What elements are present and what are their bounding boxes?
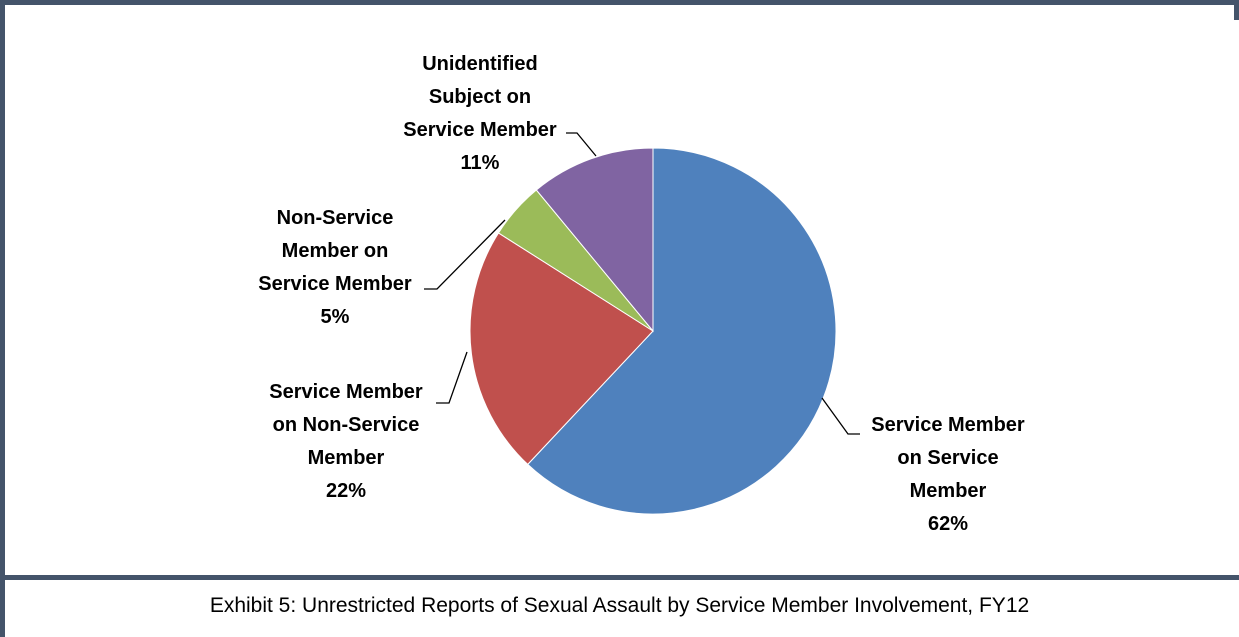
leader-line-3 (424, 219, 506, 290)
figure-caption: Exhibit 5: Unrestricted Reports of Sexua… (209, 594, 1030, 617)
slice-label-line-1: Service Member (871, 414, 1025, 436)
leader-line-4 (566, 132, 597, 157)
leader-line-2 (436, 351, 468, 404)
slice-label-line-2: Member (308, 447, 385, 469)
leader-line-1 (821, 397, 860, 435)
slice-label-line-2: on Non-Service (273, 414, 420, 436)
slice-label-line-4: Unidentified (422, 53, 538, 75)
slice-percent-label-1: 62% (928, 513, 968, 535)
frame-divider (0, 575, 1239, 580)
slice-label-line-3: Member on (282, 240, 389, 262)
pie-slices (469, 147, 837, 515)
pie-chart: Service Member on Service Member 62% Service… (258, 53, 1025, 535)
slice-label-line-4: Subject on (429, 86, 531, 108)
frame-top-border (0, 0, 1239, 5)
slice-labels: Service Member on Service Member 62% Service… (258, 53, 1025, 535)
slice-percent-label-3: 5% (321, 306, 350, 328)
slice-label-line-2: Service Member (269, 381, 423, 403)
slice-label-line-1: on Service (897, 447, 998, 469)
frame-right-border (1234, 0, 1239, 20)
slice-percent-label-4: 11% (461, 152, 500, 174)
slice-label-line-1: Member (910, 480, 987, 502)
pie-slice-2 (469, 232, 654, 466)
slice-label-line-3: Non-Service (277, 207, 394, 229)
slice-percent-label-2: 22% (326, 480, 366, 502)
frame-left-border (0, 0, 5, 637)
slice-label-line-3: Service Member (258, 273, 412, 295)
leader-lines (424, 132, 860, 435)
slice-label-line-4: Service Member (403, 119, 557, 141)
pie-slice-4 (535, 147, 654, 333)
pie-slice-1 (527, 147, 837, 515)
